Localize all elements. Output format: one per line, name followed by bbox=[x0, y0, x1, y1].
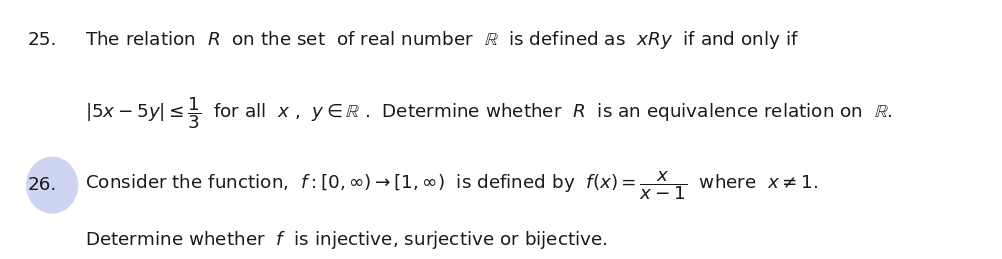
Text: 26.: 26. bbox=[28, 176, 57, 194]
Text: Determine whether  $f$  is injective, surjective or bijective.: Determine whether $f$ is injective, surj… bbox=[85, 229, 607, 250]
Text: Consider the function,  $f:[0,\infty)\to[1,\infty)$  is defined by  $f(x)=\dfrac: Consider the function, $f:[0,\infty)\to[… bbox=[85, 169, 818, 202]
Text: The relation  $R$  on the set  of real number  $\mathbb{R}$  is defined as  $xRy: The relation $R$ on the set of real numb… bbox=[85, 29, 799, 51]
Ellipse shape bbox=[26, 157, 78, 214]
Text: $|5x-5y|\leq\dfrac{1}{3}$  for all  $x$ ,  $y\in\mathbb{R}$ .  Determine whether: $|5x-5y|\leq\dfrac{1}{3}$ for all $x$ , … bbox=[85, 95, 892, 131]
Text: 25.: 25. bbox=[28, 31, 57, 49]
